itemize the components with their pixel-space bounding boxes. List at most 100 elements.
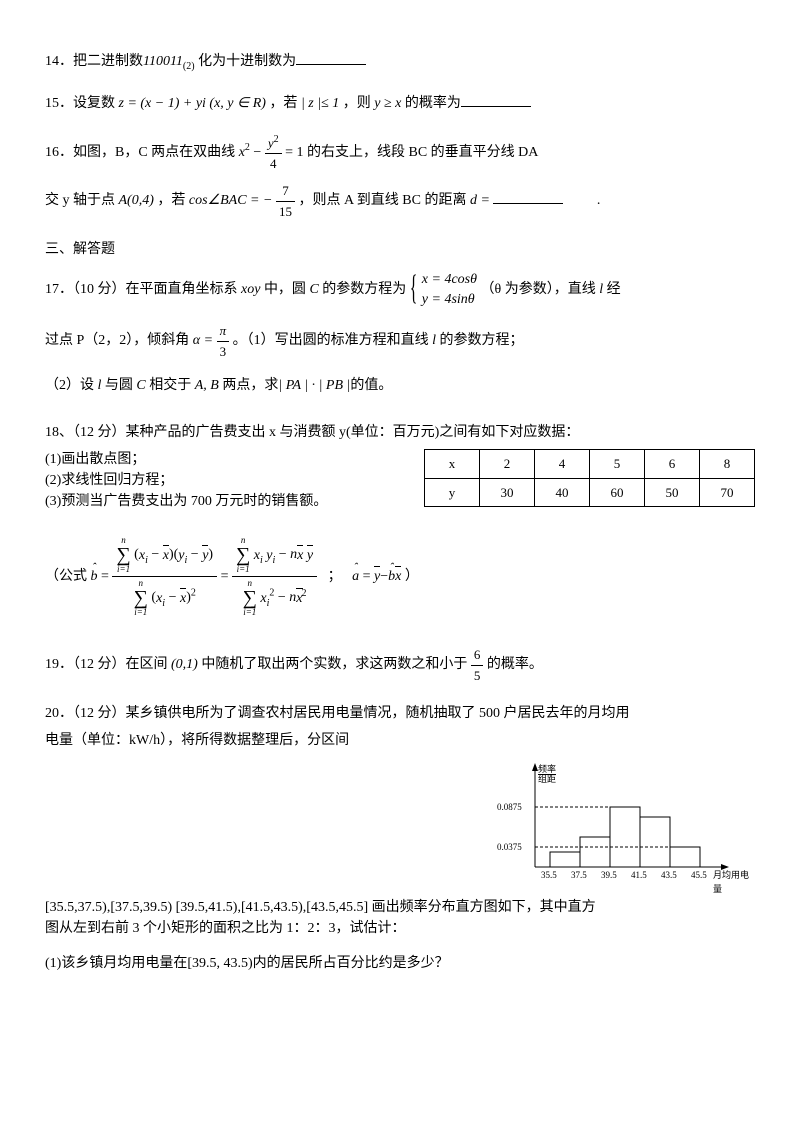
a-formula: a = y − bx bbox=[352, 566, 401, 587]
q14-text-a: 14．把二进制数 bbox=[45, 54, 143, 69]
blank-line bbox=[296, 50, 366, 65]
q19-c: 的概率。 bbox=[487, 658, 543, 673]
q17-l1-d: （θ 为参数），直线 bbox=[480, 282, 599, 297]
q20-line4: 图从左到右前 3 个小矩形的面积之比为 1：2：3，试估计： bbox=[45, 918, 755, 939]
q15-text-d: 的概率为 bbox=[405, 96, 461, 111]
q17-ab: A, B bbox=[195, 378, 219, 393]
hist-xlabel: 月均用电量 bbox=[713, 869, 755, 896]
q17-l3-e: 的值。 bbox=[350, 378, 392, 393]
frac-den: 4 bbox=[265, 154, 282, 174]
q17-xoy: xoy bbox=[241, 282, 260, 297]
q17-l2-b: 。（1）写出圆的标准方程和直线 bbox=[233, 334, 433, 349]
q18-sub1: (1)画出散点图； bbox=[45, 449, 404, 470]
xtick-4: 43.5 bbox=[661, 869, 677, 883]
section-3-title: 三、解答题 bbox=[45, 239, 755, 260]
alpha-frac: π 3 bbox=[217, 321, 230, 361]
q16-line2-b: ，若 bbox=[157, 193, 185, 208]
q20-sub1: (1)该乡镇月均用电量在[39.5, 43.5)内的居民所占百分比约是多少？ bbox=[45, 953, 755, 974]
q17-l3-a: （2）设 bbox=[45, 378, 98, 393]
xtick-3: 41.5 bbox=[631, 869, 647, 883]
q14-sub: (2) bbox=[183, 61, 195, 72]
q16-pointA: A(0,4) bbox=[119, 193, 154, 208]
q16-end: . bbox=[597, 193, 601, 208]
q17-l1-c: 的参数方程为 bbox=[319, 282, 407, 297]
q20-line2: 电量（单位：kW/h），将所得数据整理后，分区间 bbox=[45, 730, 755, 751]
q15-eq1: z = (x − 1) + yi (x, y ∈ R) bbox=[119, 96, 266, 111]
table-cell: 60 bbox=[590, 478, 645, 507]
q16-line1-a: 16．如图，B，C 两点在双曲线 bbox=[45, 145, 235, 160]
q15-text-a: 15．设复数 bbox=[45, 96, 115, 111]
table-cell: y bbox=[425, 478, 480, 507]
hyp-minus: − bbox=[253, 145, 264, 160]
question-16: 16．如图，B，C 两点在双曲线 x2 − y2 4 = 1 的右支上，线段 B… bbox=[45, 132, 755, 221]
q14-num: 110011 bbox=[143, 54, 183, 69]
alpha-den: 3 bbox=[217, 342, 230, 362]
hyp-sup: 2 bbox=[245, 142, 250, 153]
q18-sub3: (3)预测当广告费支出为 700 万元时的销售额。 bbox=[45, 491, 404, 512]
table-row: y 30 40 60 50 70 bbox=[425, 478, 755, 507]
hist-y2: 0.0375 bbox=[497, 841, 522, 855]
q18-table: x 2 4 5 6 8 y 30 40 60 50 70 bbox=[424, 449, 755, 507]
formula-label-c: ） bbox=[405, 569, 419, 584]
cos-frac: 7 15 bbox=[276, 181, 295, 221]
hist-ylabel2: 组距 bbox=[538, 774, 556, 784]
q20-intervals: [35.5,37.5),[37.5,39.5) [39.5,41.5),[41.… bbox=[45, 897, 755, 918]
question-15: 15．设复数 z = (x − 1) + yi (x, y ∈ R) ，若 | … bbox=[45, 92, 755, 114]
frac-num-sup: 2 bbox=[274, 134, 279, 145]
xtick-5: 45.5 bbox=[691, 869, 707, 883]
q17-c1: C bbox=[309, 282, 318, 297]
cos-den: 15 bbox=[276, 202, 295, 222]
table-cell: 5 bbox=[590, 450, 645, 479]
hist-y1: 0.0875 bbox=[497, 801, 522, 815]
param-x: x = 4cosθ bbox=[422, 270, 477, 290]
q17-papb: | PA | · | PB | bbox=[278, 378, 350, 393]
cos-num: 7 bbox=[276, 181, 295, 202]
histogram-svg bbox=[475, 757, 755, 887]
question-17: 17．（10 分）在平面直角坐标系 xoy 中，圆 C 的参数方程为 x = 4… bbox=[45, 270, 755, 396]
table-cell: 70 bbox=[700, 478, 755, 507]
q17-l2-a: 过点 P（2，2），倾斜角 bbox=[45, 334, 189, 349]
question-19: 19．（12 分）在区间 (0,1) 中随机了取出两个实数，求这两数之和小于 6… bbox=[45, 645, 755, 685]
question-20: 20．（12 分）某乡镇供电所为了调查农村居民用电量情况，随机抽取了 500 户… bbox=[45, 703, 755, 974]
alpha-eq: α = bbox=[193, 334, 217, 349]
param-y: y = 4sinθ bbox=[422, 290, 477, 310]
q19-frac: 6 5 bbox=[471, 645, 484, 685]
question-14: 14．把二进制数110011(2) 化为十进制数为 bbox=[45, 50, 755, 74]
q17-l3-c: 相交于 bbox=[146, 378, 195, 393]
q14-text-b: 化为十进制数为 bbox=[198, 54, 296, 69]
table-cell: 8 bbox=[700, 450, 755, 479]
hyp-frac: y2 4 bbox=[265, 132, 282, 173]
param-eq: x = 4cosθ y = 4sinθ bbox=[410, 270, 477, 309]
formula-label-b: ； bbox=[328, 569, 342, 584]
q16-line2-c: ，则点 A 到直线 BC 的距离 bbox=[298, 193, 466, 208]
q17-l1-e: 经 bbox=[603, 282, 621, 297]
q18-formula-row: （公式 b = n∑i=1 (xi − x)(yi − y) n∑i=1 (xi… bbox=[45, 534, 755, 619]
q19-a: 19．（12 分）在区间 bbox=[45, 658, 168, 673]
question-18: 18、（12 分）某种产品的广告费支出 x 与消费额 y(单位：百万元)之间有如… bbox=[45, 422, 755, 619]
q19-b: 中随机了取出两个实数，求这两数之和小于 bbox=[201, 658, 467, 673]
xtick-1: 37.5 bbox=[571, 869, 587, 883]
table-row: x 2 4 5 6 8 bbox=[425, 450, 755, 479]
q19-num: 6 bbox=[471, 645, 484, 666]
blank-line bbox=[461, 92, 531, 107]
q16-line1-b: 的右支上，线段 BC 的垂直平分线 DA bbox=[307, 145, 538, 160]
xtick-2: 39.5 bbox=[601, 869, 617, 883]
regression-formula: b = n∑i=1 (xi − x)(yi − y) n∑i=1 (xi − x… bbox=[91, 534, 318, 619]
q15-text-c: ，则 bbox=[343, 96, 371, 111]
q19-interval: (0,1) bbox=[171, 658, 198, 673]
table-cell: 6 bbox=[645, 450, 700, 479]
table-cell: 30 bbox=[480, 478, 535, 507]
table-cell: 4 bbox=[535, 450, 590, 479]
q20-line1: 20．（12 分）某乡镇供电所为了调查农村居民用电量情况，随机抽取了 500 户… bbox=[45, 703, 755, 724]
q17-l3-b: 与圆 bbox=[101, 378, 136, 393]
table-cell: x bbox=[425, 450, 480, 479]
formula-label-a: （公式 bbox=[45, 569, 87, 584]
q18-sub2: (2)求线性回归方程； bbox=[45, 470, 404, 491]
alpha-num: π bbox=[217, 321, 230, 342]
q16-line2-a: 交 y 轴于点 bbox=[45, 193, 115, 208]
q18-title: 18、（12 分）某种产品的广告费支出 x 与消费额 y(单位：百万元)之间有如… bbox=[45, 422, 755, 443]
histogram-chart: 频率 组距 0.0875 0.0375 35.5 37.5 39.5 41.5 … bbox=[475, 757, 755, 887]
q15-text-b: ，若 bbox=[269, 96, 297, 111]
q17-l2-c: 的参数方程； bbox=[436, 334, 524, 349]
q17-c2: C bbox=[136, 378, 145, 393]
